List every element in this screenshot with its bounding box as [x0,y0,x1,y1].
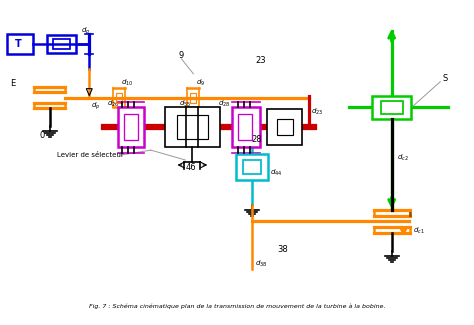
Text: E: E [10,79,15,88]
Bar [267,110,302,145]
Text: $d_p$: $d_p$ [82,26,91,37]
Text: $d_{28}$: $d_{28}$ [218,98,230,109]
Text: $d_9$: $d_9$ [196,78,206,88]
Text: 0: 0 [40,131,45,140]
Text: 46: 46 [185,163,196,172]
Bar [277,119,292,135]
Text: $d_{44}$: $d_{44}$ [270,168,282,178]
Bar [236,154,268,180]
Bar [176,115,208,139]
Bar [232,108,260,147]
Bar [164,108,220,147]
Bar [191,93,196,102]
Text: $d_p$: $d_p$ [91,100,100,112]
Bar [372,96,411,119]
Text: $d_{23}$: $d_{23}$ [311,106,324,117]
Bar [118,108,144,147]
Bar [54,39,70,49]
Text: $d_{c1}$: $d_{c1}$ [413,226,425,236]
Bar [238,114,252,140]
Text: 28: 28 [252,135,263,144]
Bar [243,160,261,174]
Bar [116,93,122,102]
Text: S: S [442,74,447,83]
Text: $d_{10}$: $d_{10}$ [121,78,133,88]
Text: $d_{55}$: $d_{55}$ [179,98,191,109]
Text: T: T [15,39,22,49]
Text: $d_{38}$: $d_{38}$ [255,259,267,269]
Text: $d_{c2}$: $d_{c2}$ [397,153,409,163]
Text: 9: 9 [179,51,184,60]
Text: $d_{26}$: $d_{26}$ [107,98,119,109]
Bar [381,101,402,114]
Text: Fig. 7 : Schéma cinématique plan de la transmission de mouvement de la turbine à: Fig. 7 : Schéma cinématique plan de la t… [89,303,385,308]
Text: 38: 38 [278,245,288,254]
Bar [46,35,76,53]
Bar [7,34,33,54]
Text: II: II [409,212,412,217]
Text: 23: 23 [256,56,266,65]
Bar [124,114,138,140]
Text: Levier de sélecteur: Levier de sélecteur [56,152,123,158]
